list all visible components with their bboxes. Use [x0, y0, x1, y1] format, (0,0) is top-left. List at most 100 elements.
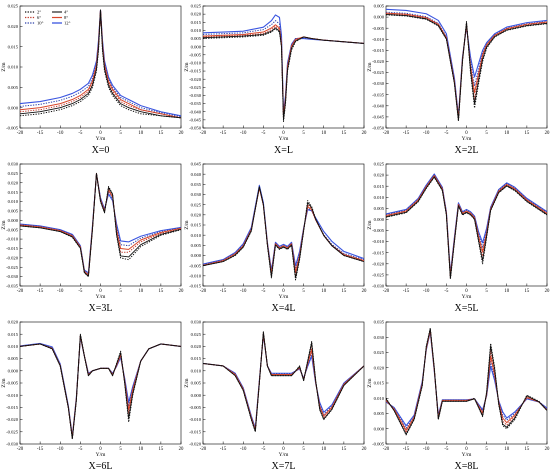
series-group: [386, 8, 547, 122]
y-tick-label: -0.015: [189, 69, 202, 74]
y-tick-label: -0.025: [6, 265, 19, 270]
x-tick-label: 15: [158, 131, 163, 136]
y-tick-label: 0.025: [374, 350, 385, 355]
y-tick-label: 0.015: [8, 190, 19, 195]
panel-title: X=L: [274, 145, 293, 156]
y-tick-label: 0.000: [374, 426, 385, 431]
y-tick-label: -0.040: [372, 103, 385, 108]
panel-title: X=0: [92, 145, 110, 156]
series-line-3: [386, 13, 547, 120]
x-tick-label: -10: [423, 447, 430, 452]
x-tick-label: 15: [341, 447, 346, 452]
y-tick-label: -0.015: [372, 250, 385, 255]
legend-label: 12°: [64, 21, 71, 26]
series-line-2: [386, 176, 547, 279]
series-line-5: [386, 174, 547, 276]
y-tick-label: 0.020: [191, 212, 202, 217]
x-tick-label: -10: [240, 289, 247, 294]
x-tick-label: -15: [220, 131, 227, 136]
y-tick-label: 0.025: [191, 332, 202, 337]
y-axis-label: Z/m: [184, 62, 190, 72]
panel-title: X=3L: [89, 303, 113, 314]
series-line-1: [20, 9, 181, 119]
y-tick-label: -0.005: [372, 26, 385, 31]
x-tick-label: -20: [200, 447, 207, 452]
y-tick-label: 0.030: [191, 192, 202, 197]
y-tick-label: 0.025: [8, 171, 19, 176]
x-tick-label: 5: [485, 131, 488, 136]
x-tick-label: -10: [423, 131, 430, 136]
x-tick-label: 15: [524, 289, 529, 294]
x-tick-label: -5: [78, 131, 83, 136]
chart-panel-9: -0.005 0.000 0.005 0.010 0.015 0.020 0.025 0.03…: [367, 320, 550, 472]
y-tick-label: 0.005: [8, 85, 19, 90]
y-tick-label: -0.020: [372, 59, 385, 64]
x-tick-label: 0: [99, 447, 102, 452]
panel-title: X=6L: [89, 461, 113, 472]
y-axis-label: Z/m: [1, 220, 7, 230]
x-tick-label: -5: [261, 131, 266, 136]
x-tick-label: 20: [179, 131, 184, 136]
y-tick-label: 0.005: [374, 206, 385, 211]
y-tick-label: -0.010: [372, 37, 385, 42]
y-tick-label: 0.025: [191, 4, 202, 9]
series-line-1: [386, 14, 547, 122]
y-tick-label: -0.025: [372, 273, 385, 278]
y-tick-label: -0.005: [372, 228, 385, 233]
x-tick-label: 15: [341, 131, 346, 136]
x-tick-label: 10: [504, 447, 509, 452]
plot-frame: [19, 5, 182, 129]
series-line-6: [386, 173, 547, 275]
panel-title: X=7L: [272, 461, 296, 472]
x-axis-label: Y/m: [96, 136, 107, 142]
y-tick-label: 0.015: [374, 381, 385, 386]
y-axis-label: Z/m: [184, 220, 190, 230]
x-tick-label: 0: [465, 447, 468, 452]
x-tick-label: 10: [321, 131, 326, 136]
x-tick-label: 20: [545, 289, 550, 294]
y-tick-label: 0.035: [374, 320, 385, 325]
series-line-1: [386, 327, 547, 436]
y-tick-label: -0.025: [6, 429, 19, 434]
plot-frame: [202, 321, 365, 445]
x-tick-label: 5: [302, 289, 305, 294]
y-tick-label: -0.040: [189, 109, 202, 114]
y-tick-label: 0.000: [191, 393, 202, 398]
y-tick-label: -0.005: [189, 52, 202, 57]
series-line-3: [20, 9, 181, 119]
x-tick-label: -20: [200, 131, 207, 136]
y-tick-label: -0.045: [189, 117, 202, 122]
y-tick-label: 0.005: [191, 381, 202, 386]
x-tick-label: 20: [179, 447, 184, 452]
x-tick-label: 0: [282, 447, 285, 452]
x-tick-label: 20: [362, 131, 367, 136]
y-tick-label: -0.030: [6, 442, 19, 447]
y-tick-label: 0.025: [191, 202, 202, 207]
x-axis-label: Y/m: [462, 294, 473, 300]
x-tick-label: 15: [341, 289, 346, 294]
y-tick-label: 0.000: [374, 15, 385, 20]
x-tick-label: 15: [158, 447, 163, 452]
y-tick-label: 0.020: [374, 365, 385, 370]
x-tick-label: 10: [138, 289, 143, 294]
x-tick-label: 10: [504, 131, 509, 136]
x-tick-label: -15: [220, 447, 227, 452]
x-tick-label: -10: [57, 131, 64, 136]
y-axis-label: Z/m: [1, 378, 7, 388]
y-tick-label: 0.030: [191, 320, 202, 325]
y-tick-label: 0.005: [191, 243, 202, 248]
x-tick-label: -5: [261, 289, 266, 294]
x-tick-label: 5: [119, 447, 122, 452]
y-tick-label: -0.010: [189, 273, 202, 278]
series-line-1: [203, 185, 364, 281]
x-tick-label: 10: [321, 447, 326, 452]
x-tick-label: -20: [17, 289, 24, 294]
y-tick-label: -0.020: [6, 417, 19, 422]
y-tick-label: 0.025: [374, 162, 385, 167]
y-tick-label: 0.045: [191, 162, 202, 167]
series-line-1: [203, 331, 364, 433]
y-tick-label: 0.015: [8, 44, 19, 49]
y-tick-label: -0.010: [372, 239, 385, 244]
x-tick-label: 15: [524, 447, 529, 452]
